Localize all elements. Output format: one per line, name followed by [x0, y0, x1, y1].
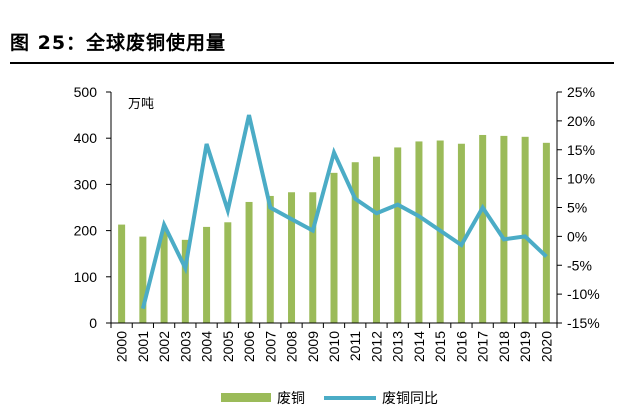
right-tick-label: 10%	[567, 171, 595, 187]
x-tick-label-2018: 2018	[496, 331, 512, 362]
left-tick-label: 500	[74, 84, 98, 100]
bar-2011	[351, 162, 359, 323]
x-tick-label-2000: 2000	[114, 331, 130, 362]
bar-2010	[330, 172, 338, 323]
legend: 废铜 废铜同比	[221, 391, 438, 407]
x-tick-label-2007: 2007	[262, 331, 278, 362]
x-tick-label-2016: 2016	[453, 331, 469, 362]
bar-2017	[479, 134, 487, 323]
legend-label-line: 废铜同比	[382, 391, 438, 407]
x-tick-label-2019: 2019	[517, 331, 533, 362]
bar-2004	[203, 226, 211, 323]
tick-labels: 0 100 200 300 400 500 -15% -10% -5% 0% 5% 10% 15% 20%…	[74, 84, 600, 362]
bar-2013	[394, 147, 402, 323]
bar-2007	[266, 195, 274, 323]
left-tick-label: 0	[89, 315, 97, 331]
axes	[106, 91, 562, 328]
legend-label-bar: 废铜	[277, 391, 305, 407]
bar-2005	[224, 222, 232, 323]
x-tick-label-2012: 2012	[368, 331, 384, 362]
bar-2020	[542, 142, 550, 323]
left-tick-label: 400	[74, 130, 98, 146]
yoy-line	[140, 114, 548, 310]
line-series-yoy	[140, 114, 548, 310]
left-axis-unit: 万吨	[128, 97, 154, 112]
x-tick-label-2020: 2020	[538, 331, 554, 362]
x-tick-label-2005: 2005	[220, 331, 236, 362]
x-tick-label-2015: 2015	[432, 331, 448, 362]
bar-2014	[415, 141, 423, 323]
x-tick-label-2013: 2013	[390, 331, 406, 362]
right-tick-label: -15%	[567, 315, 600, 331]
bar-2008	[288, 192, 296, 323]
x-tick-label-2002: 2002	[156, 331, 172, 362]
x-tick-label-2009: 2009	[305, 331, 321, 362]
bar-2006	[245, 201, 253, 323]
left-tick-label: 200	[74, 223, 98, 239]
right-tick-label: 5%	[567, 200, 587, 216]
bar-2016	[457, 143, 465, 323]
title-divider	[10, 62, 614, 64]
x-tick-label-2017: 2017	[475, 331, 491, 362]
right-tick-label: 25%	[567, 84, 595, 100]
x-tick-label-2011: 2011	[347, 331, 363, 361]
right-tick-label: 15%	[567, 142, 595, 158]
right-tick-label: 20%	[567, 113, 595, 129]
figure-title: 图 25：全球废铜使用量	[10, 32, 227, 54]
x-tick-label-2004: 2004	[199, 331, 215, 362]
bar-2003	[181, 239, 189, 323]
bar-2009	[309, 192, 317, 323]
bar-2000	[118, 224, 126, 323]
x-tick-label-2008: 2008	[284, 331, 300, 362]
x-tick-label-2006: 2006	[241, 331, 257, 362]
right-tick-label: -10%	[567, 286, 600, 302]
left-tick-label: 100	[74, 269, 98, 285]
x-tick-label-2001: 2001	[135, 331, 151, 362]
legend-swatch-bar	[221, 393, 271, 402]
bar-2012	[372, 156, 380, 323]
x-tick-label-2014: 2014	[411, 331, 427, 362]
left-tick-label: 300	[74, 176, 98, 192]
bar-2019	[521, 136, 529, 323]
right-tick-label: 0%	[567, 228, 587, 244]
right-tick-label: -5%	[567, 257, 592, 273]
bar-2001	[139, 236, 147, 323]
x-tick-label-2010: 2010	[326, 331, 342, 362]
bar-series-scrap-copper	[118, 134, 550, 323]
x-tick-label-2003: 2003	[177, 331, 193, 362]
bar-2002	[160, 230, 168, 323]
bar-2018	[500, 135, 508, 323]
